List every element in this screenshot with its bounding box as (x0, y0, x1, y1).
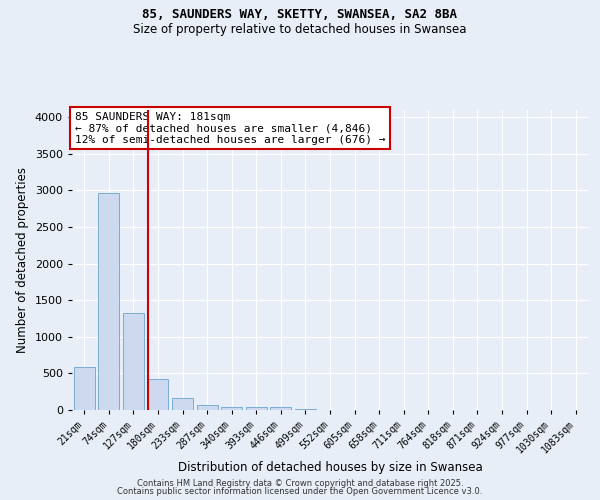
Bar (123, 312, 144, 410)
Bar (172, 398, 193, 410)
Text: 85, SAUNDERS WAY, SKETTY, SWANSEA, SA2 8BA: 85, SAUNDERS WAY, SKETTY, SWANSEA, SA2 8… (143, 8, 458, 20)
Bar (271, 408, 292, 410)
Bar (197, 405, 218, 410)
Text: 85 SAUNDERS WAY: 181sqm
← 87% of detached houses are smaller (4,846)
12% of semi: 85 SAUNDERS WAY: 181sqm ← 87% of detache… (74, 112, 385, 144)
Bar (74, 367, 95, 410)
Bar (246, 407, 267, 410)
Bar (148, 378, 169, 410)
Bar (98, 192, 119, 410)
Y-axis label: Number of detached properties: Number of detached properties (16, 167, 29, 353)
Text: Contains public sector information licensed under the Open Government Licence v3: Contains public sector information licen… (118, 487, 482, 496)
Bar (295, 409, 316, 410)
Bar (221, 406, 242, 410)
X-axis label: Distribution of detached houses by size in Swansea: Distribution of detached houses by size … (178, 460, 482, 473)
Text: Contains HM Land Registry data © Crown copyright and database right 2025.: Contains HM Land Registry data © Crown c… (137, 478, 463, 488)
Text: Size of property relative to detached houses in Swansea: Size of property relative to detached ho… (133, 22, 467, 36)
